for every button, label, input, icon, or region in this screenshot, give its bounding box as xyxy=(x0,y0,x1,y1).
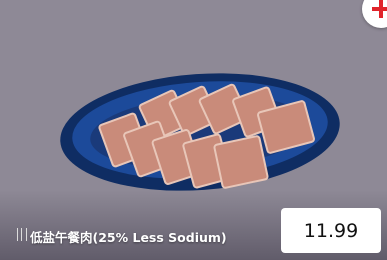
item-price[interactable]: 11.99 xyxy=(281,208,381,253)
menu-item-card[interactable]: 低盐午餐肉(25% Less Sodium) 11.99 xyxy=(0,0,387,260)
item-icon xyxy=(17,228,27,241)
item-name: 低盐午餐肉(25% Less Sodium) xyxy=(30,227,227,246)
